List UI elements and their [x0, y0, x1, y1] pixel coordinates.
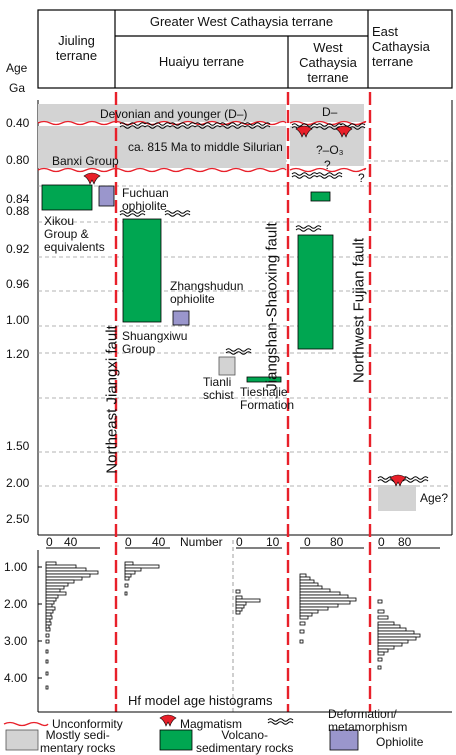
age-tick: 2.50 [6, 512, 30, 526]
histogram-axes [37, 547, 452, 713]
age-gridlines [38, 160, 452, 487]
ec-line-1: East [372, 24, 399, 39]
age-tick: 0.88 [6, 204, 30, 218]
shuangxiwu-line-1: Shuangxiwu [122, 329, 188, 343]
jiuling-header: Jiuling terrane [38, 33, 115, 63]
o3-west-label: ?–O₃ [316, 143, 344, 157]
east-cathaysia-header: East Cathaysia terrane [368, 24, 456, 69]
fuchuan-line-1: Fuchuan [122, 186, 169, 200]
legend-mostly-sed: Mostly sedi- mentary rocks [40, 729, 115, 755]
tieshajie-line-1: Tieshajie [240, 385, 288, 399]
tieshajie-line-2: Formation [240, 398, 295, 412]
hist-title: Hf model age histograms [128, 693, 273, 708]
legend-volcano: Volcano- sedimentary rocks [196, 729, 293, 755]
ec-line-2: Cathaysia [372, 39, 430, 54]
question-mark: ? [358, 171, 365, 185]
zhangshudun-line-1: Zhangshudun [170, 279, 244, 293]
zhangshudun-label: Zhangshudun ophiolite [170, 280, 243, 306]
hist-x-tick: 0 [304, 535, 311, 549]
hist-y-tick: 4.00 [4, 671, 28, 685]
hist-y-tick: 1.00 [4, 560, 28, 574]
hist-x-tick: 40 [152, 535, 166, 549]
xikou-line-2: Group & [44, 227, 89, 241]
fuchuan-label: Fuchuan ophiolite [122, 187, 169, 213]
age-tick: 1.50 [6, 439, 30, 453]
hist-x-tick: 10 [266, 535, 280, 549]
nw-fujian-fault-label: Northwest Fujian fault [350, 237, 368, 384]
hist-y-tick: 3.00 [4, 634, 28, 648]
jiangshan-fault-label: Jiangshan-Shaoxing fault [263, 222, 281, 391]
deformation-line-1: Deformation/ [328, 707, 397, 721]
wc-line-3: terrane [307, 70, 349, 85]
age-tick: 0.96 [6, 277, 30, 291]
xikou-label: Xikou Group & equivalents [44, 215, 105, 254]
age-tick: 0.92 [6, 242, 30, 256]
shuangxiwu-line-2: Group [122, 342, 156, 356]
column-frame [37, 100, 453, 536]
rock-units [41, 184, 334, 383]
hist-x-tick: 40 [64, 535, 78, 549]
volcano-line-2: sedimentary rocks [196, 741, 294, 755]
hist-x-tick: 0 [378, 535, 385, 549]
mostly-sed-line-1: Mostly sedi- [45, 728, 110, 742]
hist-x-tick: 80 [398, 535, 412, 549]
age-tick: 0.80 [6, 153, 30, 167]
zhangshudun-line-2: ophiolite [170, 292, 215, 306]
hist-x-tick: 80 [330, 535, 344, 549]
legend-unconformity: Unconformity [52, 717, 123, 731]
west-cathaysia-header: West Cathaysia terrane [288, 40, 368, 85]
age-tick: 1.00 [6, 313, 30, 327]
volcano-line-1: Volcano- [221, 728, 269, 742]
age-question-label: Age? [420, 491, 449, 505]
hist-y-tick: 2.00 [4, 597, 28, 611]
age-tick: 2.00 [6, 476, 30, 490]
wc-line-2: Cathaysia [299, 55, 357, 70]
hist-x-tick: 0 [46, 535, 53, 549]
tieshajie-label: Tieshajie Formation [240, 386, 294, 412]
header-table [37, 9, 453, 89]
legend-magmatism: Magmatism [180, 717, 243, 731]
hist-number-label: Number [180, 535, 223, 549]
deformation-line-2: metamorphism [328, 720, 408, 734]
age-label: Age [6, 61, 28, 75]
d-west-label: D– [322, 105, 338, 119]
magmatism-symbols [83, 125, 407, 487]
legend-ophiolite: Ophiolite [376, 735, 424, 749]
age-tick: 0.84 [6, 192, 30, 206]
tianli-line-1: Tianli [203, 375, 232, 389]
ne-jiangxi-fault-label: Northeast Jiangxi fault [103, 325, 121, 474]
question-mark: ? [324, 158, 331, 172]
hist-x-tick: 0 [125, 535, 132, 549]
greater-west-header: Greater West Cathaysia terrane [149, 14, 334, 29]
ec-line-3: terrane [372, 54, 414, 69]
xikou-line-3: equivalents [44, 240, 105, 254]
legend-graphics [3, 714, 359, 751]
legend-deformation: Deformation/ metamorphism [328, 708, 407, 734]
age-tick: 1.20 [6, 347, 30, 361]
tianli-label: Tianli schist [203, 376, 234, 402]
histogram-bars [45, 561, 421, 690]
fault-lines [114, 92, 372, 712]
xikou-line-1: Xikou [44, 214, 75, 228]
ca815-label: ca. 815 Ma to middle Silurian [128, 140, 283, 154]
huaiyu-header: Huaiyu terrane [158, 54, 245, 69]
devonian-label: Devonian and younger (D–) [100, 107, 248, 121]
jiuling-line-2: terrane [55, 48, 98, 63]
age-tick: 0.40 [6, 116, 30, 130]
banxi-label: Banxi Group [52, 154, 119, 168]
hist-x-tick: 0 [236, 535, 243, 549]
shuangxiwu-label: Shuangxiwu Group [122, 330, 187, 356]
fuchuan-line-2: ophiolite [122, 199, 167, 213]
wc-line-1: West [313, 40, 343, 55]
tianli-line-2: schist [203, 388, 234, 402]
mostly-sed-line-2: mentary rocks [40, 741, 116, 755]
jiuling-line-1: Jiuling [58, 33, 95, 48]
ga-label: Ga [9, 81, 26, 95]
